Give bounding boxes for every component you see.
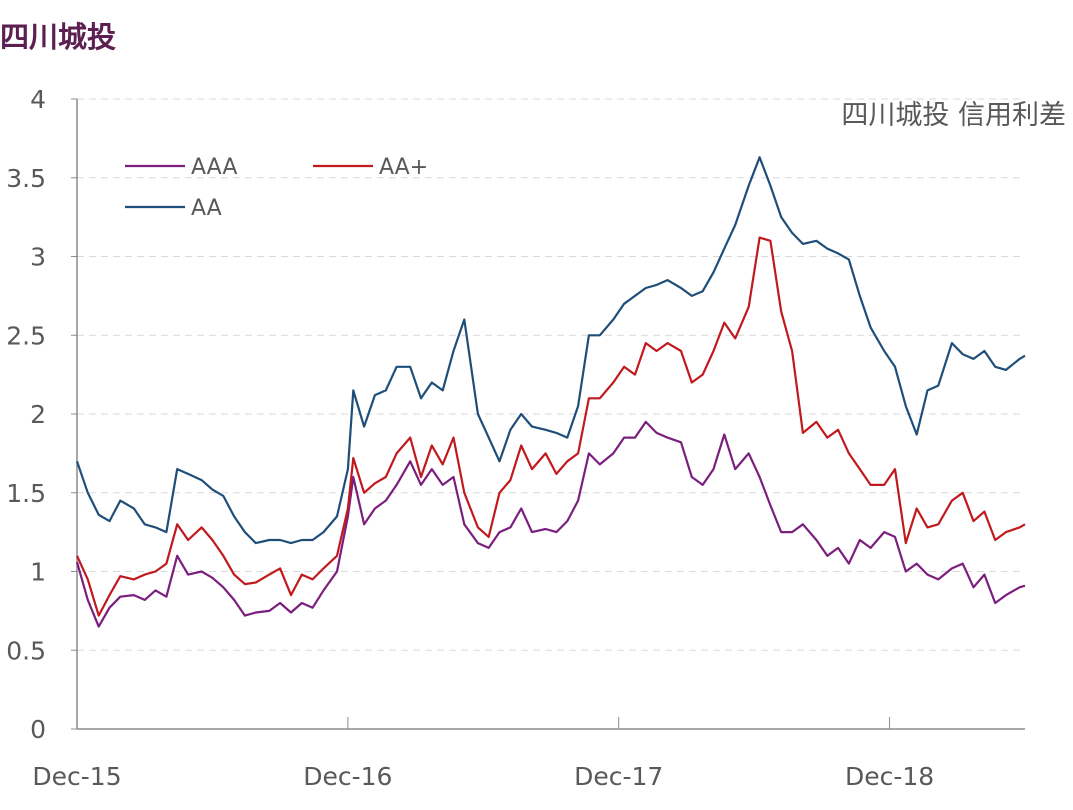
grid-lines: [77, 98, 1025, 651]
y-tick-label: 3.5: [6, 164, 46, 193]
y-tick-label: 3: [30, 243, 46, 272]
y-axis-ticks: 0 0.5 1 1.5 2 2.5 3 3.5 4: [6, 85, 77, 744]
legend-label: AAA: [191, 155, 237, 180]
x-tick-label: Dec-15: [32, 762, 121, 791]
series-line-aa-plus: [75, 236, 1026, 617]
legend-label: AA: [191, 196, 222, 221]
chart-title: 四川城投 信用利差: [841, 100, 1066, 131]
series-line-aa: [75, 156, 1026, 545]
y-tick-label: 1.5: [6, 479, 46, 508]
legend-label: AA+: [379, 155, 428, 180]
series-lines: [75, 156, 1026, 628]
y-tick-label: 0.5: [6, 636, 46, 665]
y-tick-label: 4: [30, 85, 46, 114]
page-title: 四川城投: [0, 20, 117, 54]
y-tick-label: 2: [30, 400, 46, 429]
y-tick-label: 1: [30, 558, 46, 587]
y-tick-label: 0: [30, 715, 46, 744]
x-tick-label: Dec-17: [574, 762, 663, 791]
x-axis-ticks: Dec-15 Dec-16 Dec-17 Dec-18: [32, 717, 934, 791]
series-line-aaa: [75, 420, 1026, 628]
x-tick-label: Dec-18: [845, 762, 934, 791]
legend: AAA AA+ AA: [125, 155, 428, 221]
y-tick-label: 2.5: [6, 321, 46, 350]
x-tick-label: Dec-16: [303, 762, 392, 791]
